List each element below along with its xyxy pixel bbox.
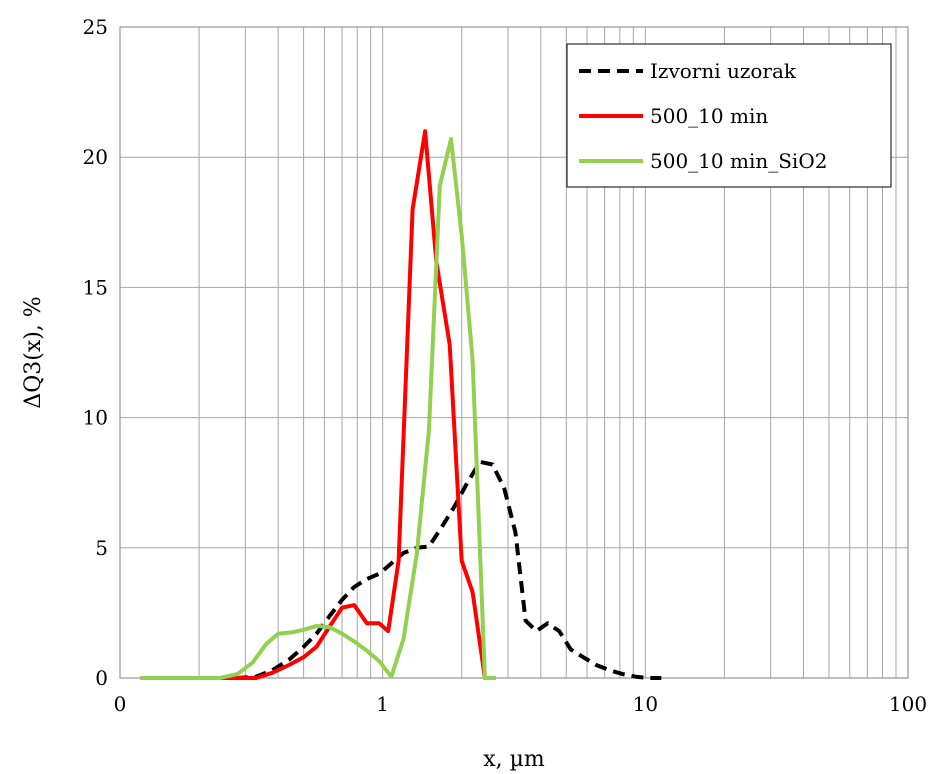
y-tick-label: 5: [95, 536, 108, 560]
y-tick-labels: 0 5 10 15 20 25: [83, 15, 108, 690]
y-tick-label: 0: [95, 666, 108, 690]
legend-label-500-10-min: 500_10 min: [650, 104, 768, 128]
y-tick-label: 25: [83, 15, 108, 39]
x-tick-label: 1: [376, 692, 389, 716]
plot-area-frame: [119, 26, 909, 679]
x-tick-labels: 0 1 10 100: [114, 692, 927, 716]
legend-box: [566, 43, 892, 188]
x-tick-label: 100: [889, 692, 927, 716]
legend-label-500-10-min-sio2: 500_10 min_SiO2: [650, 149, 827, 173]
y-tick-label: 10: [83, 406, 108, 430]
grid-lines: [119, 26, 908, 679]
y-tick-label: 20: [83, 145, 108, 169]
y-axis-title: ΔQ3(x), %: [21, 296, 46, 408]
y-tick-label: 15: [83, 275, 108, 299]
legend: Izvorni uzorak 500_10 min 500_10 min_SiO2: [566, 43, 892, 188]
x-axis-title: x, µm: [483, 747, 545, 772]
series-line-500-10-min: [140, 129, 496, 680]
series-layer: [140, 129, 662, 680]
series-line-500-10-min-sio2: [140, 137, 496, 680]
legend-label-izvorni-uzorak: Izvorni uzorak: [650, 59, 797, 83]
x-tick-label: 0: [114, 692, 127, 716]
x-tick-label: 10: [633, 692, 658, 716]
